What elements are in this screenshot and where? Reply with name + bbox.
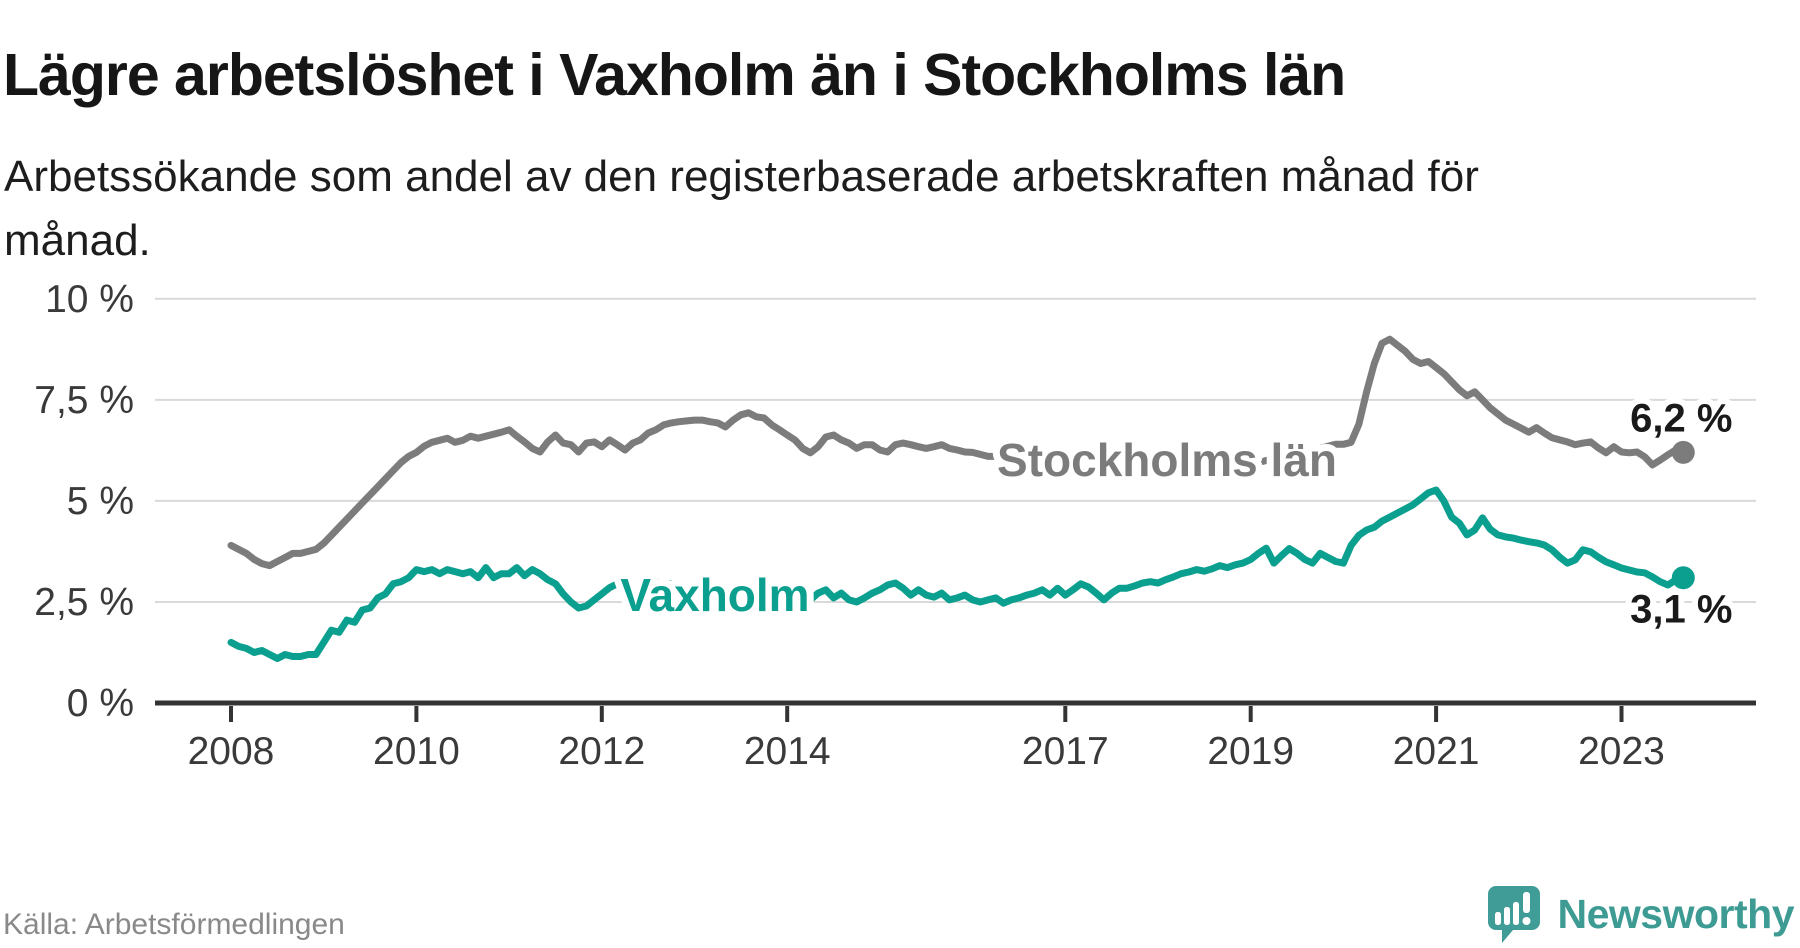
x-axis-tick-label: 2010 <box>373 730 460 773</box>
x-axis-tick-label: 2023 <box>1578 730 1665 773</box>
y-axis-label: 5 % <box>67 480 134 523</box>
series-line-stockholm <box>227 335 1687 570</box>
chart-title: Lägre arbetslöshet i Vaxholm än i Stockh… <box>3 41 1346 108</box>
logo-bar-2 <box>1503 907 1510 925</box>
y-axis-label: 2,5 % <box>34 581 134 624</box>
end-value-label-stockholm: 6,2 % <box>1630 396 1732 440</box>
end-value-label-vaxholm: 3,1 % <box>1630 588 1732 632</box>
series-label-stockholm: Stockholms län <box>997 434 1337 486</box>
series-line-vaxholm <box>227 486 1687 662</box>
x-axis-tick-label: 2021 <box>1393 730 1480 773</box>
source-note: Källa: Arbetsförmedlingen <box>3 908 345 941</box>
x-axis-tick-label: 2019 <box>1207 730 1294 773</box>
end-point-dot-stockholm <box>1671 440 1695 464</box>
x-axis-tick-label: 2017 <box>1022 730 1109 773</box>
logo-bar-3 <box>1512 902 1519 925</box>
newsworthy-brand: Newsworthy <box>1486 884 1795 944</box>
y-axis-label: 10 % <box>45 278 134 321</box>
bar-chart-speech-bubble-icon <box>1487 886 1540 943</box>
logo-bar-1 <box>1494 912 1501 925</box>
x-axis-tick-label: 2008 <box>188 730 275 773</box>
logo-exclamation-bar <box>1522 892 1530 913</box>
logo-exclamation-dot <box>1522 917 1530 925</box>
x-axis-tick-label: 2014 <box>744 730 831 773</box>
series-label-vaxholm: Vaxholm <box>620 569 809 621</box>
brand-name: Newsworthy <box>1557 890 1795 937</box>
y-axis-label: 7,5 % <box>34 379 134 422</box>
x-axis-tick-label: 2012 <box>558 730 645 773</box>
end-point-dot-vaxholm <box>1671 566 1695 590</box>
chart-subtitle: Arbetssökande som andel av den registerb… <box>4 152 1479 265</box>
y-axis-label: 0 % <box>67 682 134 725</box>
